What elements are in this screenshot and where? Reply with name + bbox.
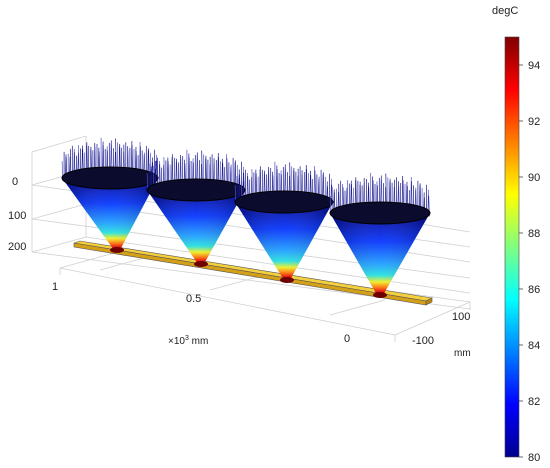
grid-line bbox=[394, 301, 471, 336]
colorbar-tick-label: 82 bbox=[528, 396, 540, 408]
cone-tip bbox=[280, 277, 294, 283]
colorbar-tick-label: 84 bbox=[528, 340, 540, 352]
cone-top-rim bbox=[146, 178, 246, 202]
grid-line bbox=[59, 252, 115, 269]
grid-line bbox=[209, 274, 266, 291]
vertical-tick: 0 bbox=[12, 176, 18, 188]
cone-group bbox=[61, 137, 431, 298]
vertical-tick: 200 bbox=[8, 241, 26, 253]
cone-2 bbox=[146, 149, 246, 267]
long-axis-ticks: 1 0.5 0 bbox=[52, 281, 350, 345]
grid-line bbox=[31, 236, 87, 253]
cone-tip bbox=[373, 292, 387, 298]
grid-line bbox=[31, 203, 87, 220]
grid-line bbox=[31, 135, 87, 153]
cone-shade bbox=[330, 213, 430, 295]
colorbar-tick-label: 94 bbox=[528, 60, 540, 72]
cone-3 bbox=[234, 161, 334, 283]
grid-line bbox=[59, 267, 396, 336]
colorbar-ticks: 80 82 84 86 88 90 92 94 bbox=[519, 60, 540, 464]
long-axis-unit-suffix: mm bbox=[189, 336, 208, 347]
short-axis-unit: mm bbox=[454, 348, 471, 359]
short-axis-ticks: 100 -100 bbox=[412, 311, 470, 347]
cone-tip bbox=[110, 247, 124, 253]
short-tick: -100 bbox=[412, 335, 434, 347]
long-axis-unit-prefix: ×10 bbox=[168, 336, 185, 347]
grid-line bbox=[329, 299, 386, 316]
vertical-tick: 100 bbox=[8, 210, 26, 222]
cone-shade bbox=[62, 178, 158, 250]
colorbar-tick-label: 92 bbox=[528, 116, 540, 128]
cone-top-rim bbox=[61, 166, 159, 190]
colorbar-tick-label: 88 bbox=[528, 228, 540, 240]
colorbar-tick-label: 80 bbox=[528, 452, 540, 464]
long-axis-unit-exp: 3 bbox=[185, 335, 189, 342]
vertical-axis-ticks: 0 100 200 bbox=[8, 176, 26, 253]
colorbar-tick-label: 90 bbox=[528, 172, 540, 184]
cone-tip bbox=[194, 261, 208, 267]
colorbar-tick-label: 86 bbox=[528, 284, 540, 296]
colorbar: degC 80 82 84 86 88 90 92 94 bbox=[492, 5, 540, 464]
short-tick: 100 bbox=[452, 311, 470, 323]
long-tick: 1 bbox=[52, 281, 58, 293]
strip-bar bbox=[73, 240, 433, 306]
colorbar-gradient bbox=[504, 36, 520, 458]
cone-top-rim bbox=[234, 190, 334, 214]
cone-top-rim bbox=[329, 201, 431, 225]
long-tick: 0.5 bbox=[186, 293, 201, 305]
long-tick: 0 bbox=[344, 333, 350, 345]
cone-4 bbox=[329, 172, 431, 298]
cone-1 bbox=[61, 137, 159, 253]
long-axis-unit: ×103 mm bbox=[168, 335, 208, 347]
cone-shade bbox=[235, 202, 333, 280]
colorbar-unit: degC bbox=[492, 5, 518, 17]
cone-shade bbox=[147, 190, 245, 264]
